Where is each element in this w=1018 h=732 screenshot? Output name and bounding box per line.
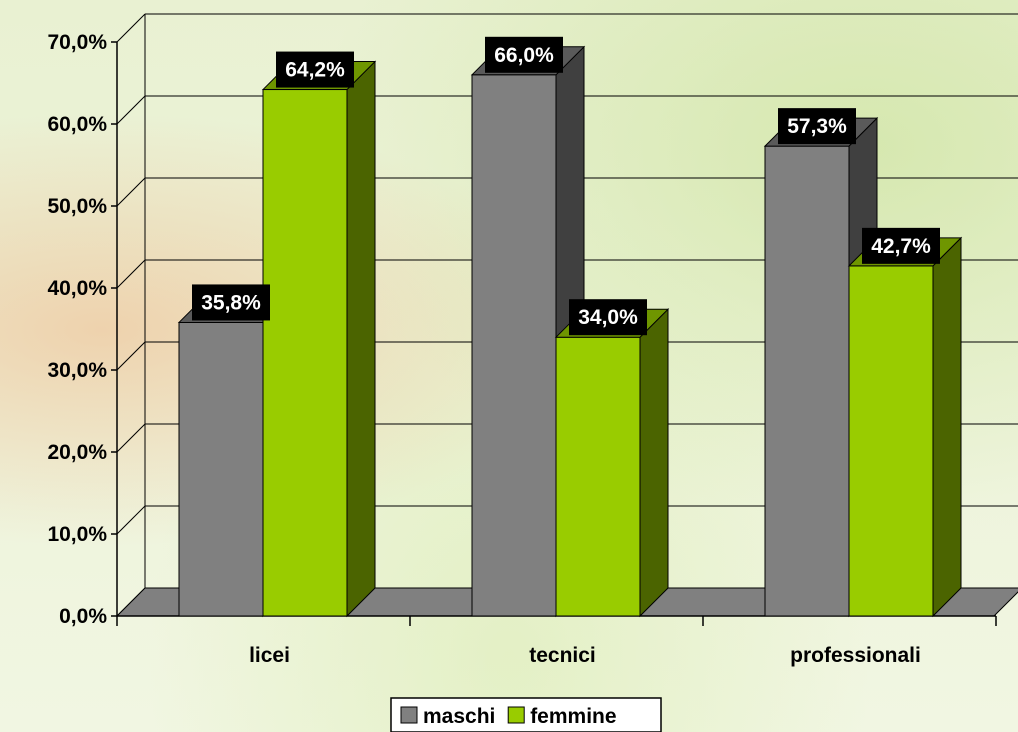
legend-box bbox=[390, 697, 662, 732]
bar-side bbox=[639, 307, 669, 618]
bar-femmine-professionali bbox=[848, 265, 934, 617]
data-label: 42,7% bbox=[871, 235, 931, 258]
bar-maschi-tecnici bbox=[471, 74, 557, 617]
gridline-depth bbox=[116, 177, 146, 207]
data-label-box bbox=[778, 108, 856, 145]
gridline-depth bbox=[116, 259, 146, 289]
y-tick-label: 40,0% bbox=[47, 277, 107, 300]
data-label-box bbox=[862, 227, 940, 264]
gridline-depth bbox=[116, 505, 146, 535]
bar-maschi-professionali bbox=[764, 145, 850, 617]
bar-side bbox=[346, 60, 376, 618]
y-tick-label: 60,0% bbox=[47, 113, 107, 136]
data-label: 64,2% bbox=[285, 59, 345, 82]
bar-maschi-licei bbox=[178, 321, 264, 617]
bar-side bbox=[932, 236, 962, 618]
x-category-label: tecnici bbox=[529, 644, 596, 667]
data-label-box bbox=[192, 284, 270, 321]
data-label-box bbox=[569, 299, 647, 336]
legend-swatch-maschi bbox=[400, 706, 418, 724]
gridline-depth bbox=[116, 423, 146, 453]
y-tick-label: 30,0% bbox=[47, 359, 107, 382]
data-label: 34,0% bbox=[578, 306, 638, 329]
data-label-box bbox=[276, 51, 354, 88]
gridline-depth bbox=[116, 13, 146, 43]
x-category-label: licei bbox=[249, 644, 290, 667]
y-tick-label: 50,0% bbox=[47, 195, 107, 218]
data-label: 66,0% bbox=[494, 44, 554, 67]
x-category-label: professionali bbox=[790, 644, 921, 667]
legend-swatch-femmine bbox=[507, 706, 525, 724]
bar-femmine-tecnici bbox=[555, 336, 641, 617]
y-tick-label: 20,0% bbox=[47, 441, 107, 464]
y-tick-label: 10,0% bbox=[47, 523, 107, 546]
data-label-box bbox=[485, 36, 563, 73]
legend-label-femmine: femmine bbox=[530, 705, 616, 728]
gridline-depth bbox=[116, 95, 146, 125]
gridline-depth bbox=[116, 341, 146, 371]
data-label: 57,3% bbox=[787, 115, 847, 138]
legend-label-maschi: maschi bbox=[423, 705, 495, 728]
y-tick-label: 0,0% bbox=[59, 605, 107, 628]
data-label: 35,8% bbox=[201, 291, 261, 314]
y-tick-label: 70,0% bbox=[47, 31, 107, 54]
bar-femmine-licei bbox=[262, 89, 348, 617]
